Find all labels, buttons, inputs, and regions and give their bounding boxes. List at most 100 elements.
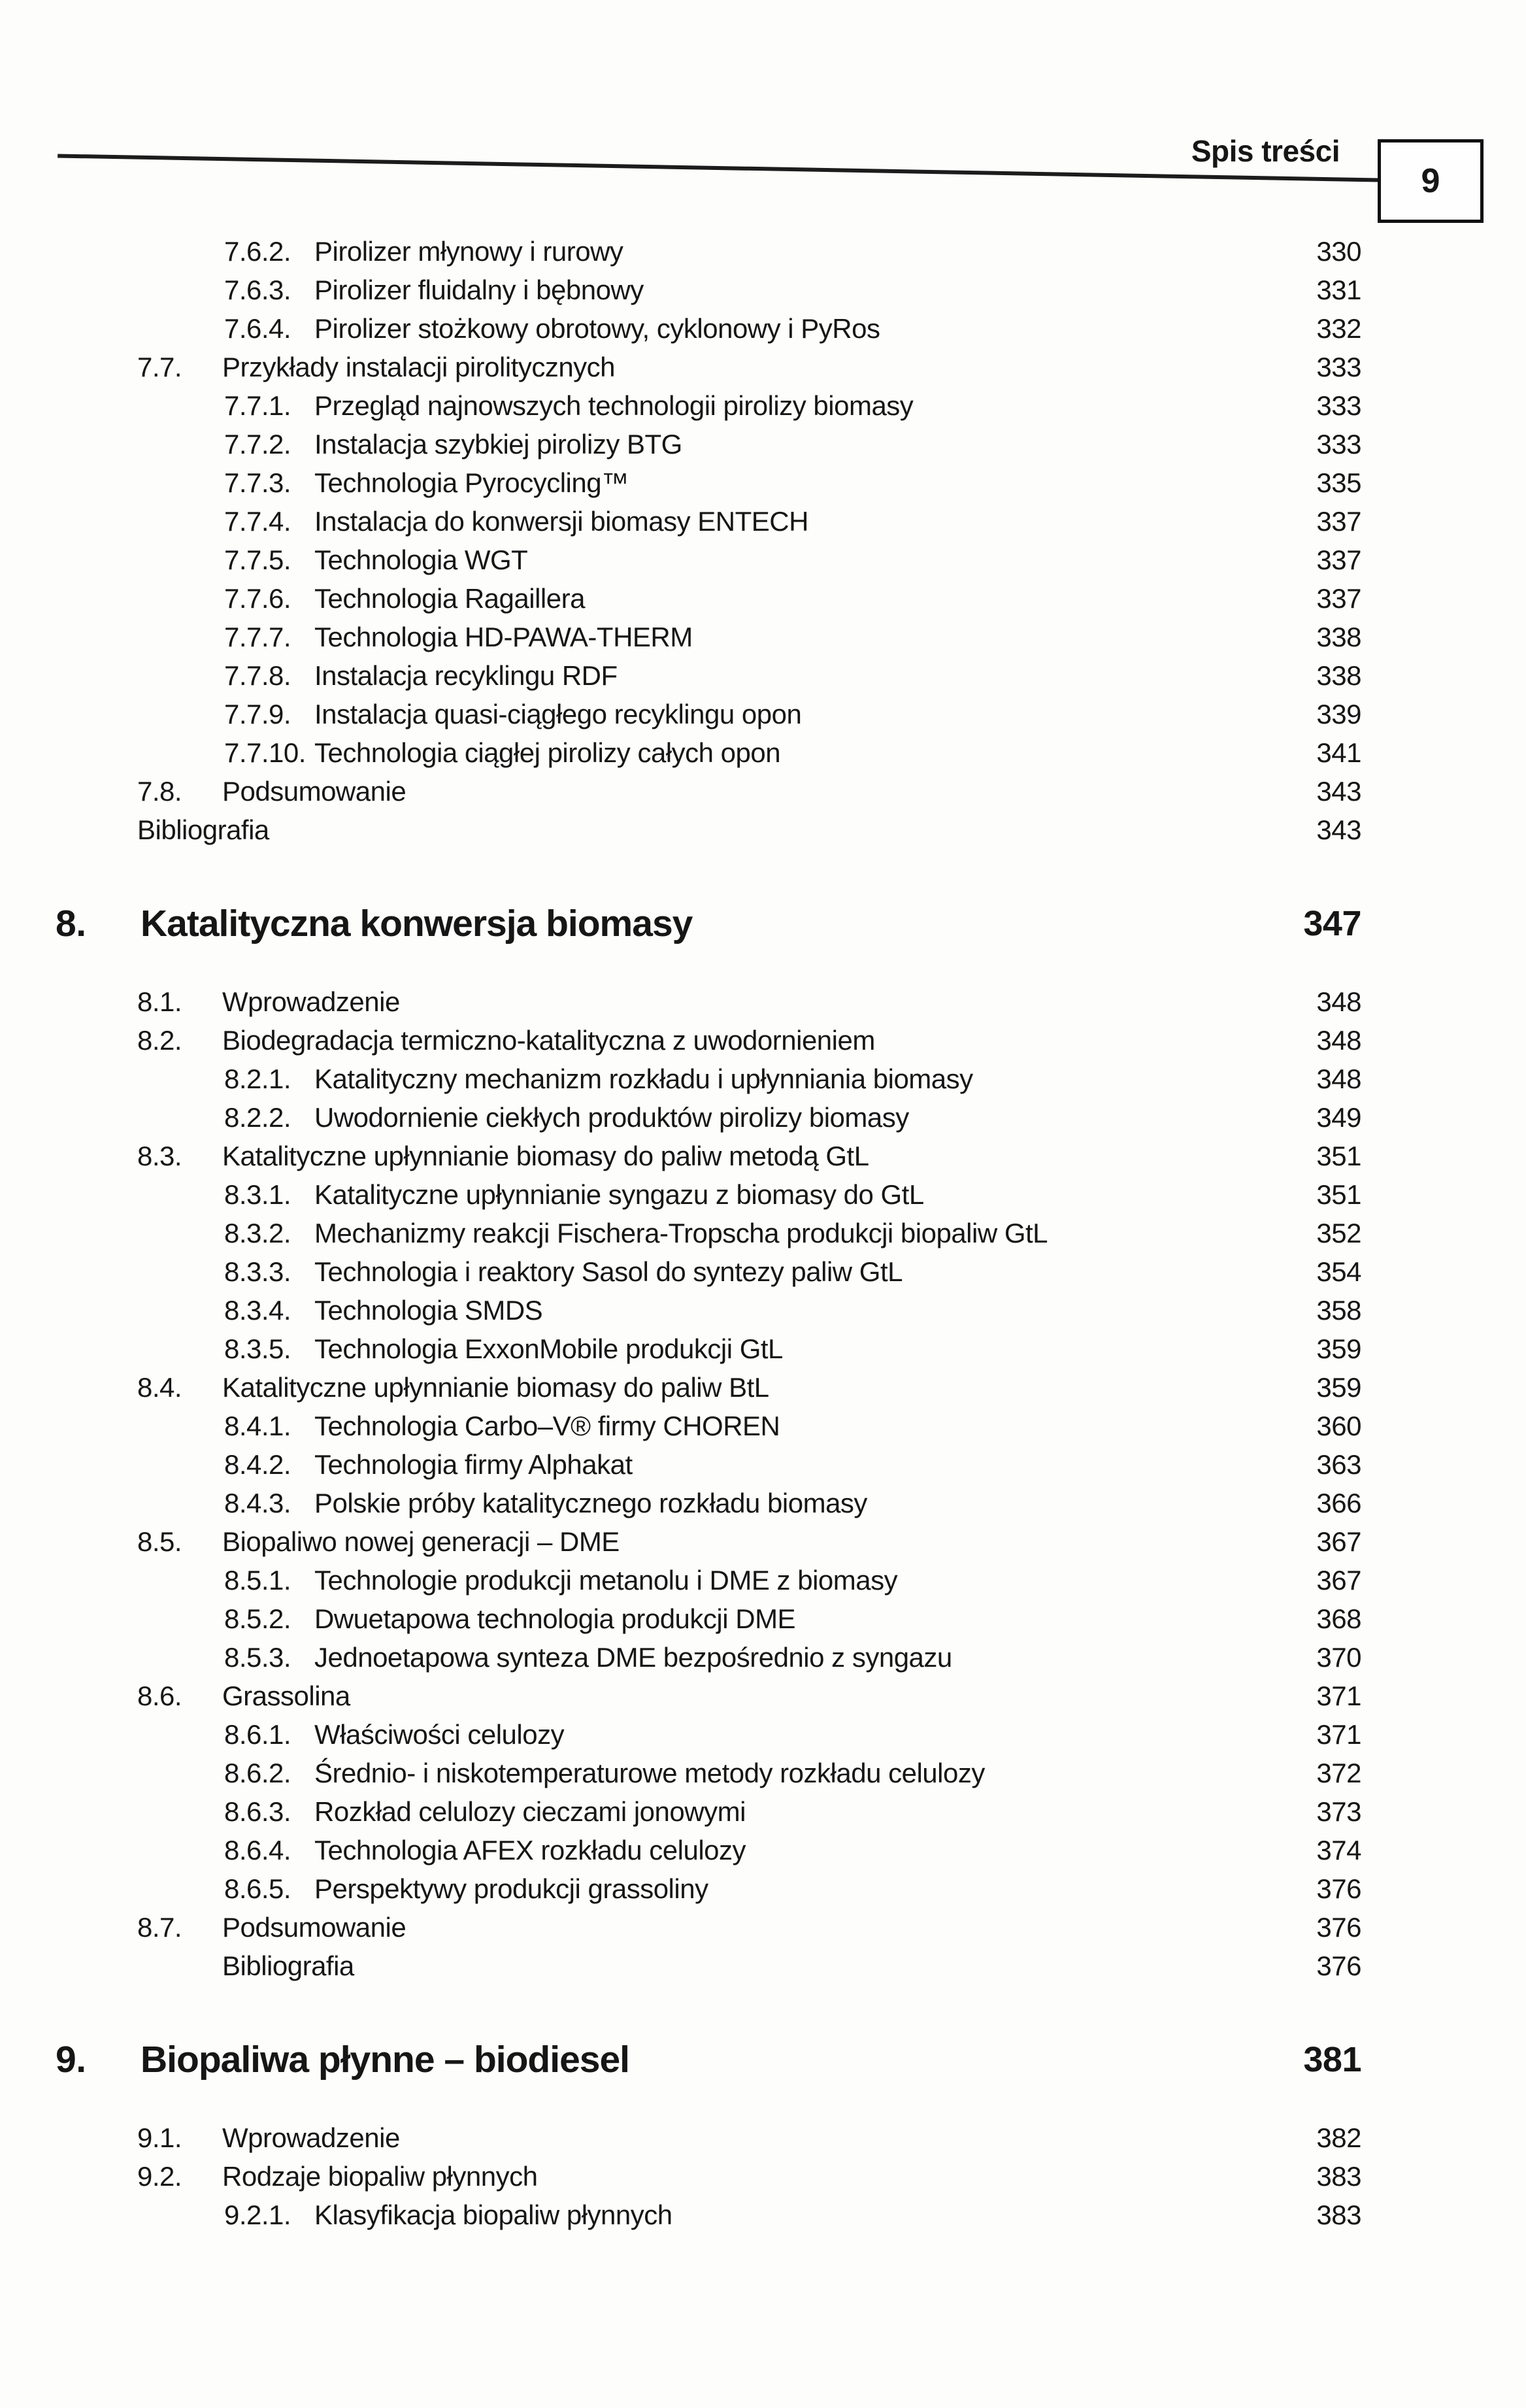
toc-entry-page: 360	[1316, 1411, 1361, 1441]
toc-entry-number: 8.6.2.	[224, 1758, 291, 1788]
toc-entry-label: Mechanizmy reakcji Fischera-Tropscha pro…	[314, 1218, 1048, 1248]
toc-entry-page: 348	[1316, 1063, 1361, 1094]
toc-entry-page: 352	[1316, 1218, 1361, 1248]
toc-entry-label: Rozkład celulozy cieczami jonowymi	[314, 1796, 746, 1827]
toc-entry-label: Katalityczna konwersja biomasy	[141, 903, 693, 945]
toc-entry: 8.6.3. Rozkład celulozy cieczami jonowym…	[0, 1792, 1526, 1831]
toc-entry: 8.6. Grassolina 371	[0, 1677, 1526, 1715]
toc-entry: 9.2. Rodzaje biopaliw płynnych 383	[0, 2157, 1526, 2196]
toc-entry-page: 376	[1316, 1912, 1361, 1943]
toc-entry: 7.6.3. Pirolizer fluidalny i bębnowy 331	[0, 271, 1526, 309]
toc-entry-label: Technologia Carbo–V® firmy CHOREN	[314, 1411, 780, 1441]
toc-entry-page: 332	[1316, 313, 1361, 344]
toc-entry-number: 7.7.3.	[224, 467, 291, 498]
toc-entry-label: Podsumowanie	[222, 776, 406, 807]
toc-entry-label: Podsumowanie	[222, 1912, 406, 1943]
toc-entry: 8.3.1. Katalityczne upłynnianie syngazu …	[0, 1175, 1526, 1214]
toc-entry-page: 349	[1316, 1102, 1361, 1133]
toc-entry-label: Średnio- i niskotemperaturowe metody roz…	[314, 1758, 985, 1788]
toc-entry-number: 9.2.	[137, 2161, 182, 2192]
toc-entry: 8.6.1. Właściwości celulozy 371	[0, 1715, 1526, 1754]
toc-entry-number: 7.7.9.	[224, 699, 291, 729]
toc-entry: 8.2.1. Katalityczny mechanizm rozkładu i…	[0, 1060, 1526, 1098]
toc-list: 7.6.2. Pirolizer młynowy i rurowy 330 7.…	[0, 232, 1526, 2234]
toc-entry-number: 8.3.4.	[224, 1295, 291, 1326]
toc-entry-page: 359	[1316, 1333, 1361, 1364]
toc-entry: 7.7. Przykłady instalacji pirolitycznych…	[0, 348, 1526, 386]
toc-entry-label: Technologia SMDS	[314, 1295, 543, 1326]
toc-entry-label: Katalityczne upłynnianie biomasy do pali…	[222, 1372, 769, 1403]
toc-entry-label: Technologia ciągłej pirolizy całych opon	[314, 737, 781, 768]
toc-entry: 8.4.1. Technologia Carbo–V® firmy CHOREN…	[0, 1407, 1526, 1445]
toc-entry-number: 8.4.1.	[224, 1411, 291, 1441]
toc-entry: 8.5.3. Jednoetapowa synteza DME bezpośre…	[0, 1638, 1526, 1677]
toc-entry: 8.3.3. Technologia i reaktory Sasol do s…	[0, 1252, 1526, 1291]
toc-entry-page: 343	[1316, 814, 1361, 845]
toc-entry-number: 8.6.1.	[224, 1719, 291, 1750]
toc-entry-label: Technologia i reaktory Sasol do syntezy …	[314, 1256, 903, 1287]
toc-entry: Bibliografia 343	[0, 811, 1526, 849]
toc-entry: 8.3.5. Technologia ExxonMobile produkcji…	[0, 1329, 1526, 1368]
toc-entry-label: Technologia WGT	[314, 544, 528, 575]
toc-entry: 7.7.4. Instalacja do konwersji biomasy E…	[0, 502, 1526, 541]
toc-entry-page: 338	[1316, 622, 1361, 652]
toc-entry-label: Przegląd najnowszych technologii piroliz…	[314, 390, 914, 421]
toc-entry-number: 7.7.6.	[224, 583, 291, 614]
toc-entry-label: Grassolina	[222, 1681, 350, 1711]
toc-entry: 8.5.2. Dwuetapowa technologia produkcji …	[0, 1599, 1526, 1638]
toc-entry-label: Technologia Ragaillera	[314, 583, 585, 614]
toc-entry-page: 333	[1316, 390, 1361, 421]
toc-entry-number: 7.6.3.	[224, 275, 291, 305]
toc-entry: 7.7.8. Instalacja recyklingu RDF 338	[0, 656, 1526, 695]
toc-entry-page: 339	[1316, 699, 1361, 729]
toc-entry: 8.3.2. Mechanizmy reakcji Fischera-Trops…	[0, 1214, 1526, 1252]
toc-entry-page: 372	[1316, 1758, 1361, 1788]
toc-entry: 9.1. Wprowadzenie 382	[0, 2118, 1526, 2157]
toc-entry-number: 8.3.3.	[224, 1256, 291, 1287]
toc-entry-page: 383	[1316, 2199, 1361, 2230]
toc-entry-number: 9.2.1.	[224, 2199, 291, 2230]
toc-entry-number: 8.3.2.	[224, 1218, 291, 1248]
page-number-box: 9	[1378, 139, 1484, 223]
toc-entry-page: 367	[1316, 1565, 1361, 1596]
toc-entry-page: 347	[1303, 904, 1361, 943]
toc-entry-label: Biopaliwa płynne – biodiesel	[141, 2039, 630, 2081]
toc-entry-number: 7.7.10.	[224, 737, 306, 768]
toc-entry-label: Bibliografia	[222, 1950, 354, 1981]
toc-entry-page: 351	[1316, 1179, 1361, 1210]
toc-entry-label: Technologia firmy Alphakat	[314, 1449, 633, 1480]
toc-entry-label: Uwodornienie ciekłych produktów pirolizy…	[314, 1102, 909, 1133]
toc-entry-label: Wprowadzenie	[222, 2122, 400, 2153]
toc-entry: Bibliografia 376	[0, 1947, 1526, 1985]
toc-entry: 8.5. Biopaliwo nowej generacji – DME 367	[0, 1522, 1526, 1561]
toc-entry-number: 8.4.	[137, 1372, 182, 1403]
toc-entry-number: 8.3.	[137, 1141, 182, 1171]
toc-entry-page: 331	[1316, 275, 1361, 305]
toc-entry-label: Katalityczny mechanizm rozkładu i upłynn…	[314, 1063, 973, 1094]
toc-entry-number: 7.6.4.	[224, 313, 291, 344]
toc-entry-page: 371	[1316, 1681, 1361, 1711]
toc-entry-label: Wprowadzenie	[222, 986, 400, 1017]
toc-entry-page: 337	[1316, 506, 1361, 537]
toc-entry-label: Technologia HD-PAWA-THERM	[314, 622, 693, 652]
toc-entry-page: 348	[1316, 986, 1361, 1017]
toc-entry-label: Biodegradacja termiczno-katalityczna z u…	[222, 1025, 875, 1056]
toc-entry-page: 370	[1316, 1642, 1361, 1673]
toc-entry-number: 9.	[56, 2039, 86, 2081]
toc-entry-label: Bibliografia	[137, 814, 269, 845]
toc-entry-number: 8.6.	[137, 1681, 182, 1711]
toc-chapter-entry: 8. Katalityczna konwersja biomasy 347	[0, 894, 1526, 954]
toc-entry-label: Technologie produkcji metanolu i DME z b…	[314, 1565, 898, 1596]
toc-entry: 7.6.4. Pirolizer stożkowy obrotowy, cykl…	[0, 309, 1526, 348]
toc-entry-label: Pirolizer młynowy i rurowy	[314, 236, 623, 267]
toc-entry-number: 8.6.3.	[224, 1796, 291, 1827]
toc-entry-label: Klasyfikacja biopaliw płynnych	[314, 2199, 672, 2230]
toc-entry-label: Perspektywy produkcji grassoliny	[314, 1873, 708, 1904]
toc-entry: 8.6.4. Technologia AFEX rozkładu celuloz…	[0, 1831, 1526, 1869]
toc-entry-number: 7.8.	[137, 776, 182, 807]
toc-entry-label: Dwuetapowa technologia produkcji DME	[314, 1603, 796, 1634]
toc-entry-number: 7.7.5.	[224, 544, 291, 575]
toc-entry-label: Polskie próby katalitycznego rozkładu bi…	[314, 1488, 867, 1518]
toc-entry: 8.6.5. Perspektywy produkcji grassoliny …	[0, 1869, 1526, 1908]
